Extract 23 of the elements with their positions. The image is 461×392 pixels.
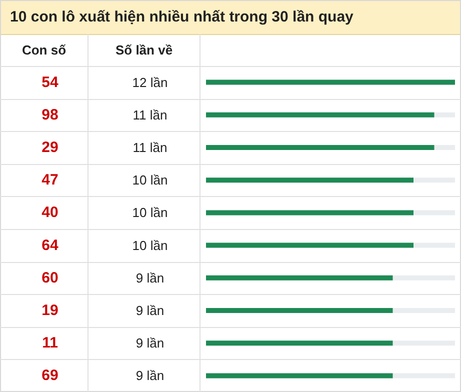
data-label: 9 lần — [136, 270, 164, 286]
x-axis-title: Số lần về — [115, 42, 173, 58]
data-label: 9 lần — [136, 336, 164, 351]
y-tick-label: 11 — [42, 334, 58, 352]
y-tick-label: 40 — [42, 204, 58, 222]
data-label: 10 lần — [132, 172, 168, 188]
chart-title: 10 con lô xuất hiện nhiều nhất trong 30 lần quay — [10, 8, 354, 26]
y-tick-label: 47 — [42, 172, 58, 189]
y-tick-label: 98 — [42, 106, 58, 124]
data-label: 11 lần — [132, 107, 168, 122]
y-tick-label: 19 — [42, 302, 58, 319]
data-label: 9 lần — [136, 303, 164, 318]
data-label: 10 lần — [132, 205, 168, 220]
y-tick-label: 29 — [42, 139, 58, 156]
data-label: 12 lần — [132, 74, 168, 90]
y-tick-label: 69 — [42, 367, 58, 384]
data-label: 11 lần — [132, 140, 168, 155]
data-label: 9 lần — [136, 368, 164, 384]
y-axis-title: Con số — [22, 42, 66, 58]
y-tick-label: 60 — [42, 269, 58, 286]
data-label: 10 lần — [132, 238, 168, 253]
y-tick-label: 54 — [42, 74, 59, 91]
y-tick-label: 64 — [42, 236, 59, 254]
